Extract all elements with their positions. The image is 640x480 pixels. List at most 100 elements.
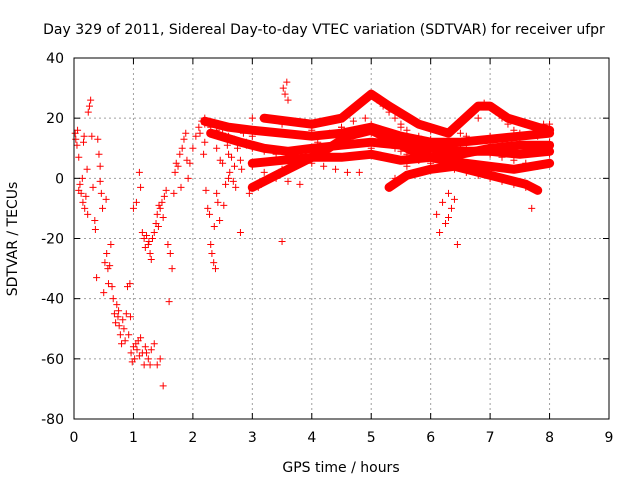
data-point — [206, 210, 214, 218]
data-point — [170, 189, 178, 197]
data-point — [104, 265, 112, 273]
data-point — [283, 78, 291, 86]
data-point — [427, 159, 435, 167]
data-point — [168, 265, 176, 273]
data-point — [279, 84, 287, 92]
data-point — [320, 162, 328, 170]
x-tick-label: 5 — [367, 430, 376, 446]
data-point — [96, 177, 104, 185]
data-point — [278, 165, 286, 173]
data-point — [546, 138, 554, 146]
data-point — [200, 150, 208, 158]
data-point — [510, 156, 518, 164]
data-point — [498, 153, 506, 161]
data-point — [94, 135, 102, 143]
data-point — [85, 102, 93, 110]
data-point — [308, 126, 316, 134]
data-point — [158, 198, 166, 206]
data-point — [397, 123, 405, 131]
data-point — [462, 144, 470, 152]
data-point — [174, 162, 182, 170]
data-point — [72, 135, 80, 143]
data-point — [210, 222, 218, 230]
data-point — [213, 144, 221, 152]
y-tick-label: -20 — [41, 232, 64, 248]
data-point — [462, 132, 470, 140]
data-point — [367, 120, 375, 128]
data-point — [308, 132, 316, 140]
data-point — [153, 361, 161, 369]
data-point — [119, 316, 127, 324]
data-point — [214, 198, 222, 206]
data-point — [87, 96, 95, 104]
data-point — [231, 135, 238, 143]
data-point — [125, 331, 133, 339]
data-point — [338, 138, 345, 146]
data-point — [132, 198, 140, 206]
data-point — [97, 189, 105, 197]
y-tick-label: 20 — [46, 111, 64, 127]
data-point — [159, 213, 167, 221]
data-point — [236, 138, 244, 146]
data-point — [486, 174, 494, 182]
data-point — [427, 126, 435, 134]
data-point — [118, 340, 126, 348]
data-point — [397, 147, 405, 155]
data-point — [445, 213, 452, 221]
data-point — [450, 138, 458, 146]
data-point — [242, 141, 250, 149]
data-point — [260, 147, 268, 155]
data-point — [516, 129, 524, 137]
data-point — [110, 310, 118, 318]
data-point — [150, 228, 158, 236]
data-point — [236, 156, 244, 164]
data-point — [228, 153, 236, 161]
data-point — [201, 138, 209, 146]
data-point — [367, 144, 375, 152]
data-point — [138, 228, 146, 236]
data-point — [222, 180, 230, 188]
data-point — [456, 129, 464, 137]
data-point — [480, 99, 488, 107]
data-point — [80, 138, 88, 146]
x-tick-label: 3 — [248, 430, 257, 446]
data-point — [456, 141, 464, 149]
data-point — [107, 241, 115, 249]
data-point — [74, 126, 82, 134]
data-point — [415, 132, 423, 140]
data-point — [355, 168, 363, 176]
data-point — [492, 108, 500, 116]
data-point — [204, 204, 212, 212]
data-point — [219, 129, 227, 137]
data-point — [284, 96, 292, 104]
data-point — [225, 174, 233, 182]
data-point — [522, 183, 530, 191]
data-point — [540, 120, 548, 128]
data-point — [143, 349, 151, 357]
data-point — [260, 168, 268, 176]
data-point — [141, 343, 149, 351]
x-axis-label: GPS time / hours — [282, 460, 399, 476]
data-point — [379, 138, 387, 146]
data-point — [106, 262, 114, 270]
data-points — [71, 78, 554, 390]
data-point — [326, 129, 334, 137]
y-tick-label: -40 — [41, 292, 64, 308]
data-point — [75, 186, 83, 194]
data-point — [83, 165, 91, 173]
data-point — [135, 352, 143, 360]
data-point — [120, 325, 128, 333]
data-point — [104, 280, 112, 288]
data-point — [522, 159, 530, 167]
data-point — [486, 138, 494, 146]
data-point — [115, 322, 123, 330]
data-point — [343, 168, 351, 176]
x-tick-label: 6 — [426, 430, 435, 446]
data-point — [239, 129, 247, 137]
data-point — [129, 204, 137, 212]
data-point — [385, 108, 393, 116]
data-point — [141, 244, 149, 252]
data-point — [391, 114, 399, 122]
data-point — [213, 126, 221, 134]
data-point — [131, 355, 139, 363]
